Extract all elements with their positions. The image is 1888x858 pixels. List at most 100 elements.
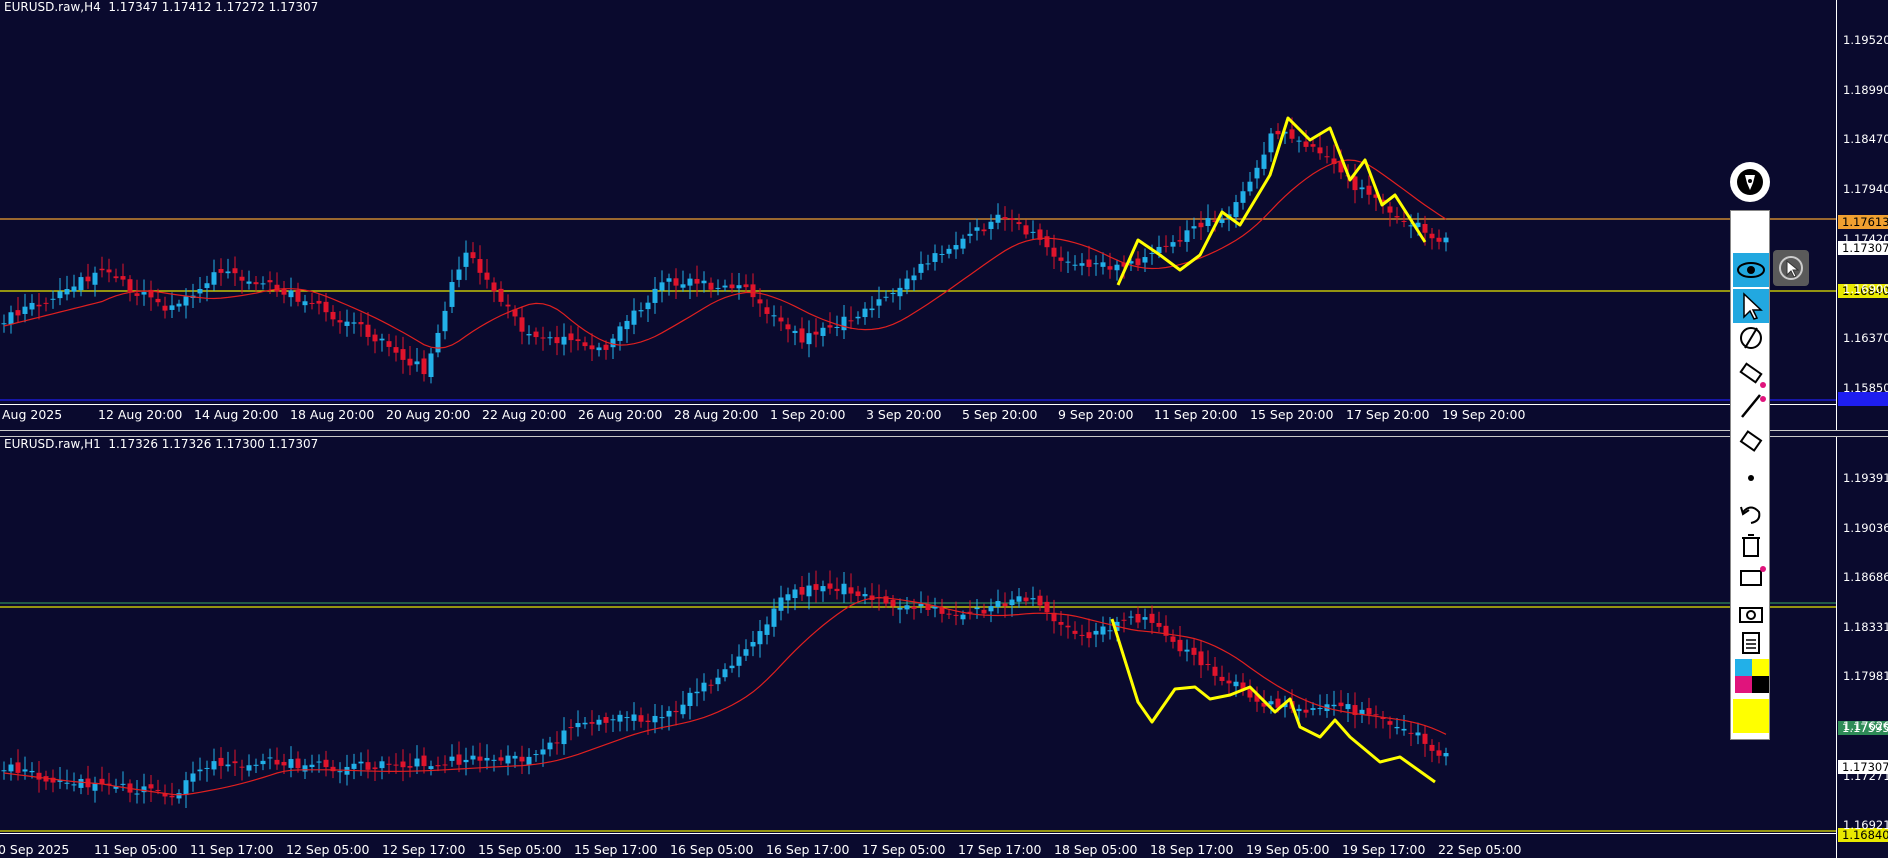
candle [1079,634,1085,636]
toolbar-button-cursor[interactable] [1733,289,1769,323]
undo-icon [1740,506,1761,524]
toolbar-button-trash[interactable] [1733,529,1769,563]
toolbar-button-compass[interactable] [1733,321,1769,355]
candle [715,287,721,289]
candle [904,278,910,290]
pen-annotation [1116,116,1427,286]
candle [29,302,35,310]
candle [281,289,287,295]
candle [1002,603,1008,607]
chart-pane-h4[interactable]: EURUSD.raw,H4 1.17347 1.17412 1.17272 1.… [0,0,1888,430]
h4-time-label: 1 Sep 20:00 [770,407,846,422]
candle [603,717,609,723]
candle [1226,680,1232,684]
candle [1191,226,1197,229]
h4-plot-area[interactable] [0,0,1836,430]
candle [365,324,371,337]
candle [302,765,308,772]
candle [470,755,476,760]
toolbar-button-palette[interactable] [1733,659,1769,693]
candle [1240,682,1246,689]
h1-time-axis[interactable] [0,833,1836,858]
candle [876,299,882,306]
candle [729,665,735,669]
h4-time-axis[interactable] [0,404,1836,430]
candle [134,793,140,795]
candle [1331,158,1337,165]
candle [106,783,112,785]
toolbar-button-camera[interactable] [1733,597,1769,631]
h4-time-label: 3 Sep 20:00 [866,407,942,422]
toolbar-button-screen[interactable] [1733,561,1769,595]
candle [561,730,567,745]
candle [99,268,105,271]
candle [155,298,161,303]
h1-time-label: 17 Sep 05:00 [862,842,946,857]
toolbar-button-color-swatch[interactable] [1733,699,1769,733]
candle [330,766,336,772]
candle [78,277,84,291]
candle [764,307,770,314]
toolbar-button-undo[interactable] [1733,497,1769,531]
pen-tool-button[interactable] [1730,162,1770,202]
h1-price-axis[interactable] [1836,437,1888,858]
candle [1289,129,1295,139]
candle [932,253,938,262]
candle [309,764,315,768]
candle [505,304,511,307]
toolbar-button-clipboard[interactable] [1733,625,1769,659]
candle [953,614,959,616]
candle [799,328,805,343]
candle [526,334,532,336]
candle [561,336,567,345]
candle [1233,681,1239,687]
candle [1198,222,1204,228]
candle [1373,194,1379,198]
candle [246,765,252,771]
toolbar-button-line[interactable] [1733,389,1769,423]
toolbar-button-eye[interactable] [1733,253,1769,287]
h1-price-tick: 1.17626 [1843,719,1888,733]
pen-annotation [1110,618,1436,784]
toolbar-button-eraser-pen[interactable] [1733,357,1769,391]
candle [1107,630,1113,632]
candle [29,770,35,773]
candle [183,780,189,796]
candle [708,684,714,686]
h1-time-label: 16 Sep 17:00 [766,842,850,857]
h4-price-tick: 1.18990 [1843,82,1888,97]
candle [750,284,756,298]
candle [239,276,245,281]
candle [1051,612,1057,622]
candle [925,604,931,610]
toolbar-button-dot[interactable] [1733,461,1769,495]
candle [232,268,238,274]
candle [197,289,203,294]
toolbar-button-eraser[interactable] [1733,425,1769,459]
candle [1282,131,1288,134]
candle [974,227,980,231]
candle [1359,709,1365,715]
candle [743,649,749,656]
candle [393,764,399,766]
candle [568,727,574,729]
h1-time-label: 15 Sep 05:00 [478,842,562,857]
h4-price-axis[interactable] [1836,0,1888,430]
candle [1044,601,1050,613]
candle [953,245,959,250]
candle [148,784,154,789]
h4-time-label: Aug 2025 [2,407,63,422]
candle [50,298,56,300]
cursor-select-icon [1779,256,1803,280]
candle [288,290,294,298]
candle [813,331,819,335]
candle [673,710,679,713]
h1-plot-area[interactable] [0,437,1836,858]
cursor-hover-button[interactable] [1773,250,1809,286]
candle [638,715,644,722]
pane-divider[interactable] [0,430,1888,437]
candle [43,302,49,304]
h1-green-level-label: 1.17595 [1838,721,1888,735]
chart-pane-h1[interactable]: EURUSD.raw,H1 1.17326 1.17326 1.17300 1.… [0,437,1888,858]
candle [127,279,133,292]
